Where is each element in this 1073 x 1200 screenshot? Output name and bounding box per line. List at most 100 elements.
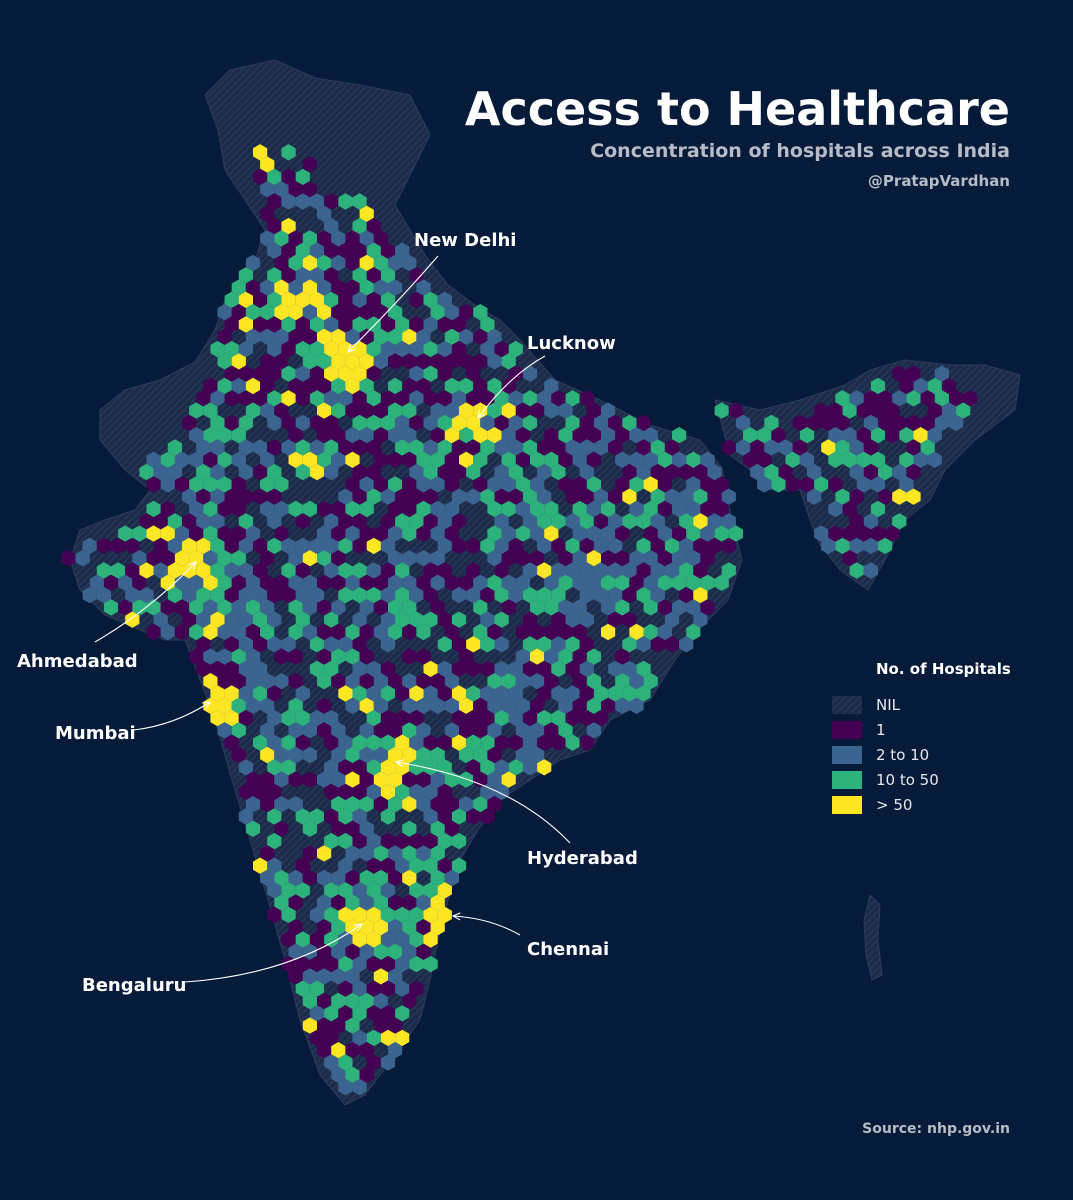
hex-cell [508, 759, 523, 776]
hex-cell [700, 476, 715, 493]
hex-cell [444, 525, 459, 542]
hex-cell [679, 463, 694, 481]
hex-cell [345, 992, 360, 1010]
hex-cell [494, 463, 509, 481]
hex-cell [267, 414, 282, 432]
hex-cell [331, 304, 346, 321]
hex-cell [487, 771, 502, 788]
hex-cell [96, 562, 111, 579]
hex-cell [309, 316, 325, 333]
hex-cell [359, 746, 374, 764]
hex-cell [146, 525, 161, 542]
hex-cell [338, 1054, 353, 1071]
hex-cell [217, 304, 232, 321]
hex-cell [189, 451, 204, 468]
hex-cell [373, 254, 388, 272]
hex-cell [601, 697, 616, 714]
hex-cell [388, 254, 403, 272]
hex-cell [821, 439, 836, 456]
hex-cell [380, 611, 396, 628]
hex-cell [267, 636, 282, 653]
hex-cell [409, 955, 424, 973]
hex-cell [295, 513, 310, 530]
hex-cell [245, 402, 261, 419]
hex-cell [494, 734, 509, 751]
hex-cell [487, 476, 502, 493]
hex-cell [366, 562, 381, 579]
hex-cell [231, 648, 246, 665]
hex-cell [345, 746, 360, 764]
hex-cell [238, 709, 253, 727]
hex-cell [828, 451, 843, 468]
hex-cell [672, 574, 687, 591]
hex-cell [608, 611, 623, 628]
arrow-chennai-head [451, 912, 461, 921]
hex-cell [586, 427, 601, 444]
hex-cell [324, 931, 339, 948]
hex-cell [331, 796, 346, 813]
hex-cell [402, 550, 417, 567]
hex-cell [537, 759, 552, 776]
hex-cell [537, 734, 552, 751]
hex-cell [437, 611, 452, 628]
hex-cell [338, 955, 353, 973]
hex-cell [657, 623, 672, 641]
hex-cell [380, 1029, 396, 1047]
hex-cell [515, 746, 530, 764]
hex-cell [501, 402, 516, 419]
hex-cell [338, 242, 353, 259]
hex-cell [274, 648, 289, 665]
hex-cell [231, 353, 246, 370]
hex-cell [466, 439, 481, 456]
hex-cell [437, 463, 452, 481]
hex-cell [295, 808, 310, 825]
hex-cell [352, 783, 367, 801]
hex-cell [494, 636, 509, 653]
hex-cell [366, 955, 381, 973]
hex-cell [608, 488, 623, 505]
hex-cell [714, 500, 729, 518]
hex-cell [480, 414, 495, 432]
hex-cell [416, 353, 431, 370]
hex-cell [480, 660, 495, 678]
hex-cell [395, 931, 410, 948]
hex-cell [530, 402, 545, 419]
hex-cell [792, 414, 807, 432]
hex-cell [224, 365, 239, 382]
hex-cell [380, 537, 396, 555]
hex-cell [366, 217, 381, 235]
hex-cell [288, 673, 303, 690]
hex-cell [416, 697, 431, 714]
hex-cell [522, 759, 538, 776]
hex-cell [388, 377, 403, 395]
hex-cell [366, 832, 381, 850]
hex-cell [317, 894, 332, 911]
hex-cell [203, 673, 218, 690]
hex-cell [331, 328, 346, 345]
hex-cell [466, 488, 481, 505]
hex-cell [601, 500, 616, 518]
hex-cell [189, 525, 204, 542]
hex-cell [317, 869, 332, 887]
hex-cell [366, 906, 381, 924]
hex-cell [295, 562, 310, 579]
hex-cell [430, 894, 445, 911]
hex-cell [203, 599, 218, 616]
hex-cell [402, 476, 417, 493]
hex-cell [281, 439, 296, 456]
hex-cell [679, 586, 694, 604]
hex-cell [160, 500, 175, 518]
hex-cell [927, 402, 942, 419]
hex-cell [586, 550, 601, 567]
legend-item-over-fifty: > 50 [832, 792, 1011, 817]
hex-cell [430, 869, 445, 887]
hex-cell [338, 390, 353, 407]
hex-cell [636, 463, 651, 481]
hex-cell [324, 808, 339, 825]
hex-cell [331, 648, 346, 665]
city-label-lucknow: Lucknow [527, 333, 616, 354]
hex-cell [324, 906, 339, 924]
hex-cell [352, 808, 367, 825]
hex-cell [352, 611, 367, 628]
hex-cell [899, 377, 914, 395]
